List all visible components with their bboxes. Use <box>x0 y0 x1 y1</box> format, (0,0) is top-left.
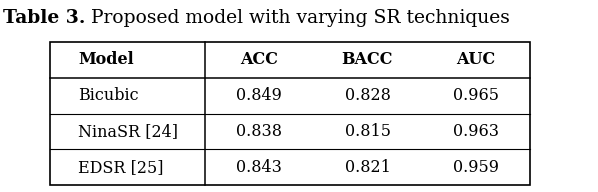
Text: NinaSR [24]: NinaSR [24] <box>78 123 178 140</box>
Text: 0.821: 0.821 <box>344 159 390 176</box>
Text: Table 3.: Table 3. <box>3 9 86 27</box>
Text: Bicubic: Bicubic <box>78 87 139 104</box>
Text: AUC: AUC <box>456 51 496 68</box>
Text: 0.828: 0.828 <box>344 87 390 104</box>
Text: ACC: ACC <box>240 51 278 68</box>
Text: 0.838: 0.838 <box>236 123 282 140</box>
Text: Model: Model <box>78 51 133 68</box>
Text: 0.959: 0.959 <box>453 159 499 176</box>
Bar <box>50 42 530 185</box>
Text: Proposed model with varying SR techniques: Proposed model with varying SR technique… <box>86 9 510 27</box>
Text: 0.849: 0.849 <box>236 87 282 104</box>
Text: BACC: BACC <box>341 51 393 68</box>
Text: 0.843: 0.843 <box>236 159 282 176</box>
Text: 0.965: 0.965 <box>453 87 499 104</box>
Text: 0.963: 0.963 <box>453 123 499 140</box>
Text: 0.815: 0.815 <box>344 123 390 140</box>
Text: EDSR [25]: EDSR [25] <box>78 159 163 176</box>
